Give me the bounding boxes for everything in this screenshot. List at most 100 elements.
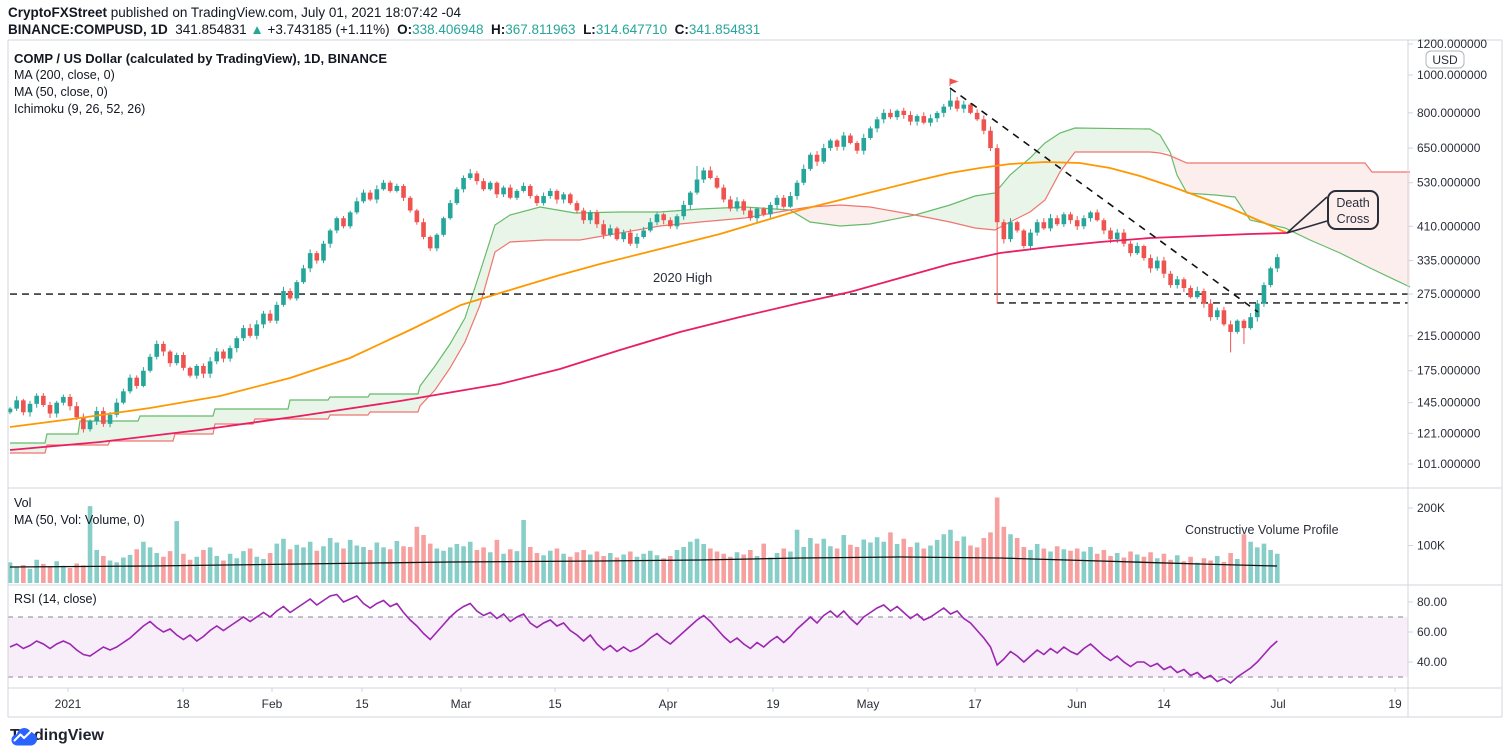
time-axis-label: 17 (968, 697, 982, 711)
ma200-line (9, 232, 1288, 451)
volume-bar (167, 551, 173, 583)
volume-bar (808, 538, 813, 583)
candle-body (454, 189, 460, 204)
volume-bar (788, 551, 793, 583)
candle-body (728, 199, 733, 209)
candle-body (694, 179, 700, 193)
volume-bar (107, 560, 113, 583)
candle-body (834, 140, 840, 147)
volume-bar (514, 551, 520, 583)
candle-body (501, 187, 506, 195)
volume-bar (21, 565, 26, 583)
death-cross-callout: Death Cross (1327, 190, 1379, 230)
ma50-legend[interactable]: MA (50, close, 0) (14, 85, 108, 99)
candle-body (741, 201, 746, 211)
candle-body (628, 232, 633, 244)
volume-bar (874, 537, 880, 583)
candle-body (341, 218, 346, 227)
candle-body (788, 196, 793, 207)
price-axis-label: 215.000000 (1417, 329, 1481, 343)
rsi-pane-legend: RSI (14, close) (14, 591, 97, 608)
volume-bar (741, 554, 746, 583)
descending-trendline (949, 87, 1259, 313)
candle-body (261, 313, 266, 325)
candle-body (748, 210, 753, 219)
candle-body (487, 182, 493, 190)
candle-body (1041, 222, 1047, 229)
volume-bar (774, 553, 780, 583)
candle-body (181, 355, 186, 368)
candle-body (1128, 243, 1133, 254)
candle-body (101, 411, 106, 424)
price-change: +3.743185 (+1.11%) (267, 22, 390, 37)
candle-body (214, 351, 220, 362)
volume-bar (454, 544, 460, 583)
candle-body (988, 130, 993, 149)
candle-body (1021, 230, 1027, 247)
volume-bar (974, 547, 980, 583)
candle-body (781, 197, 787, 207)
volume-bar (194, 556, 200, 583)
price-axis-label: 275.000000 (1417, 287, 1481, 301)
candle-body (287, 290, 293, 299)
price-axis-label: 121.000000 (1417, 426, 1481, 440)
candle-body (494, 182, 500, 195)
candle-body (1275, 257, 1280, 269)
candle-body (194, 365, 200, 376)
vol-ma-legend[interactable]: MA (50, Vol: Volume, 0) (14, 513, 145, 527)
ma200-legend[interactable]: MA (200, close, 0) (14, 68, 115, 82)
volume-bar (1028, 550, 1033, 583)
ichimoku-cloud-fill (1170, 152, 1410, 287)
candle-body (1141, 246, 1147, 259)
volume-bar (614, 557, 620, 583)
volume-bar (347, 539, 353, 583)
volume-bar (87, 506, 93, 583)
volume-ma-line (9, 556, 1278, 568)
volume-bar (694, 538, 700, 583)
candle-body (874, 119, 880, 129)
volume-bar (141, 541, 146, 583)
volume-bar (1088, 547, 1093, 583)
candle-body (354, 201, 360, 213)
ichimoku-legend[interactable]: Ichimoku (9, 26, 52, 26) (14, 102, 146, 116)
candle-body (321, 243, 326, 261)
price-axis-label: 800.000000 (1417, 106, 1481, 120)
candle-body (934, 112, 940, 119)
candle-body (1094, 212, 1100, 221)
price-axis-label: 335.000000 (1417, 254, 1481, 268)
volume-bar (161, 556, 166, 583)
candle-body (734, 201, 740, 209)
volume-bar (628, 551, 633, 583)
candle-body (1188, 287, 1193, 298)
candle-body (421, 222, 426, 237)
candle-body (1108, 230, 1113, 240)
candle-body (1201, 290, 1207, 304)
rsi-line (9, 593, 1278, 685)
candle-body (461, 177, 466, 190)
tradingview-brand[interactable]: TradingView (10, 727, 104, 746)
volume-bar (1134, 554, 1140, 583)
candle-body (608, 228, 613, 235)
volume-bar (154, 553, 160, 583)
volume-bar (381, 547, 386, 583)
candle-body (648, 222, 653, 231)
volume-bar (321, 546, 326, 583)
candle-body (381, 182, 386, 190)
rsi-legend[interactable]: RSI (14, close) (14, 592, 97, 606)
candle-body (201, 365, 206, 374)
volume-bar (387, 549, 393, 583)
time-axis-label: 15 (355, 697, 369, 711)
death-cross-pointer (1286, 196, 1328, 234)
candle-body (301, 268, 306, 283)
candle-body (1181, 279, 1187, 288)
candle-body (901, 110, 907, 115)
candle-body (1228, 324, 1233, 332)
candle-body (447, 203, 453, 219)
candle-body (854, 142, 860, 151)
time-axis-label: 19 (766, 697, 780, 711)
vol-legend[interactable]: Vol (14, 496, 32, 510)
candle-body (474, 173, 480, 182)
volume-bar (234, 558, 240, 583)
volume-bar (61, 565, 66, 583)
